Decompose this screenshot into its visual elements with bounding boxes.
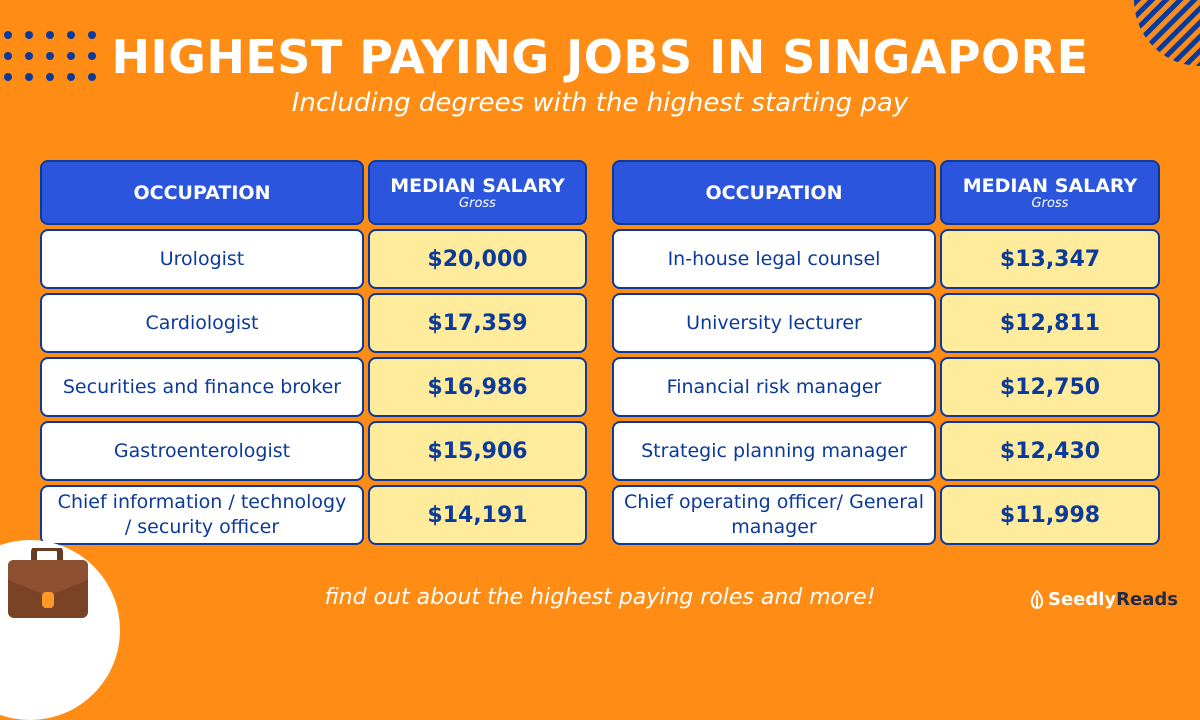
dot bbox=[46, 73, 54, 81]
dot bbox=[4, 52, 12, 60]
header-note: Gross bbox=[1031, 196, 1069, 211]
salary-text: $12,430 bbox=[999, 438, 1101, 464]
striped-circle-decoration bbox=[1134, 0, 1200, 66]
occupation-text: In-house legal counsel bbox=[667, 247, 881, 270]
dot bbox=[25, 31, 33, 39]
occupation-text: Strategic planning manager bbox=[641, 439, 907, 462]
leaf-icon bbox=[1030, 589, 1044, 609]
header-label: MEDIAN SALARY bbox=[962, 175, 1138, 197]
occupation-cell: Chief operating officer/ General manager bbox=[612, 485, 936, 545]
salary-cell: $16,986 bbox=[368, 357, 587, 417]
dot bbox=[88, 52, 96, 60]
occupation-cell: Cardiologist bbox=[40, 293, 364, 353]
salary-text: $12,750 bbox=[999, 374, 1101, 400]
dot bbox=[88, 31, 96, 39]
salary-text: $20,000 bbox=[427, 246, 528, 272]
occupation-text: University lecturer bbox=[686, 311, 862, 334]
dot bbox=[25, 73, 33, 81]
dot bbox=[25, 52, 33, 60]
salary-text: $14,191 bbox=[427, 502, 528, 528]
dot bbox=[67, 73, 75, 81]
salary-cell: $14,191 bbox=[368, 485, 587, 545]
occupation-cell: Urologist bbox=[40, 229, 364, 289]
salary-text: $12,811 bbox=[999, 310, 1101, 336]
salary-cell: $20,000 bbox=[368, 229, 587, 289]
salary-cell: $12,750 bbox=[940, 357, 1160, 417]
dot bbox=[4, 31, 12, 39]
occupation-header: OCCUPATION bbox=[612, 160, 936, 225]
salary-header: MEDIAN SALARY Gross bbox=[940, 160, 1160, 225]
salary-cell: $12,811 bbox=[940, 293, 1160, 353]
dot bbox=[4, 73, 12, 81]
page-title: HIGHEST PAYING JOBS IN SINGAPORE bbox=[111, 30, 1089, 84]
occupation-cell: Financial risk manager bbox=[612, 357, 936, 417]
header-label: OCCUPATION bbox=[705, 181, 843, 204]
occupation-text: Urologist bbox=[159, 247, 245, 270]
occupation-cell: Chief information / technology / securit… bbox=[40, 485, 364, 545]
occupation-text: Chief operating officer/ General manager bbox=[624, 491, 924, 538]
salary-text: $15,906 bbox=[427, 438, 528, 464]
occupation-cell: Securities and finance broker bbox=[40, 357, 364, 417]
dot-pattern-decoration bbox=[4, 31, 96, 81]
occupation-cell: University lecturer bbox=[612, 293, 936, 353]
occupation-cell: In-house legal counsel bbox=[612, 229, 936, 289]
footer-text: find out about the highest paying roles … bbox=[324, 585, 876, 610]
salary-text: $13,347 bbox=[999, 246, 1101, 272]
occupation-header: OCCUPATION bbox=[40, 160, 364, 225]
seedly-reads-logo[interactable]: Seedly Reads bbox=[1030, 589, 1178, 610]
salary-cell: $17,359 bbox=[368, 293, 587, 353]
salary-text: $17,359 bbox=[427, 310, 528, 336]
salary-cell: $13,347 bbox=[940, 229, 1160, 289]
dot bbox=[67, 31, 75, 39]
header-note: Gross bbox=[459, 196, 496, 211]
salary-header: MEDIAN SALARY Gross bbox=[368, 160, 587, 225]
dot bbox=[88, 73, 96, 81]
briefcase-icon bbox=[8, 548, 88, 618]
occupation-text: Financial risk manager bbox=[666, 375, 882, 398]
occupation-cell: Gastroenterologist bbox=[40, 421, 364, 481]
occupation-text: Securities and finance broker bbox=[62, 375, 342, 398]
dot bbox=[46, 52, 54, 60]
occupation-text: Chief information / technology / securit… bbox=[57, 491, 347, 538]
dot bbox=[46, 31, 54, 39]
occupation-cell: Strategic planning manager bbox=[612, 421, 936, 481]
occupation-text: Cardiologist bbox=[145, 311, 259, 334]
salary-cell: $12,430 bbox=[940, 421, 1160, 481]
dot bbox=[67, 52, 75, 60]
page-subtitle: Including degrees with the highest start… bbox=[291, 88, 909, 118]
salary-cell: $11,998 bbox=[940, 485, 1160, 545]
salary-text: $16,986 bbox=[427, 374, 528, 400]
salary-text: $11,998 bbox=[999, 502, 1101, 528]
salary-cell: $15,906 bbox=[368, 421, 587, 481]
header-label: MEDIAN SALARY bbox=[390, 175, 565, 197]
occupation-text: Gastroenterologist bbox=[113, 439, 291, 462]
header-label: OCCUPATION bbox=[133, 181, 271, 204]
